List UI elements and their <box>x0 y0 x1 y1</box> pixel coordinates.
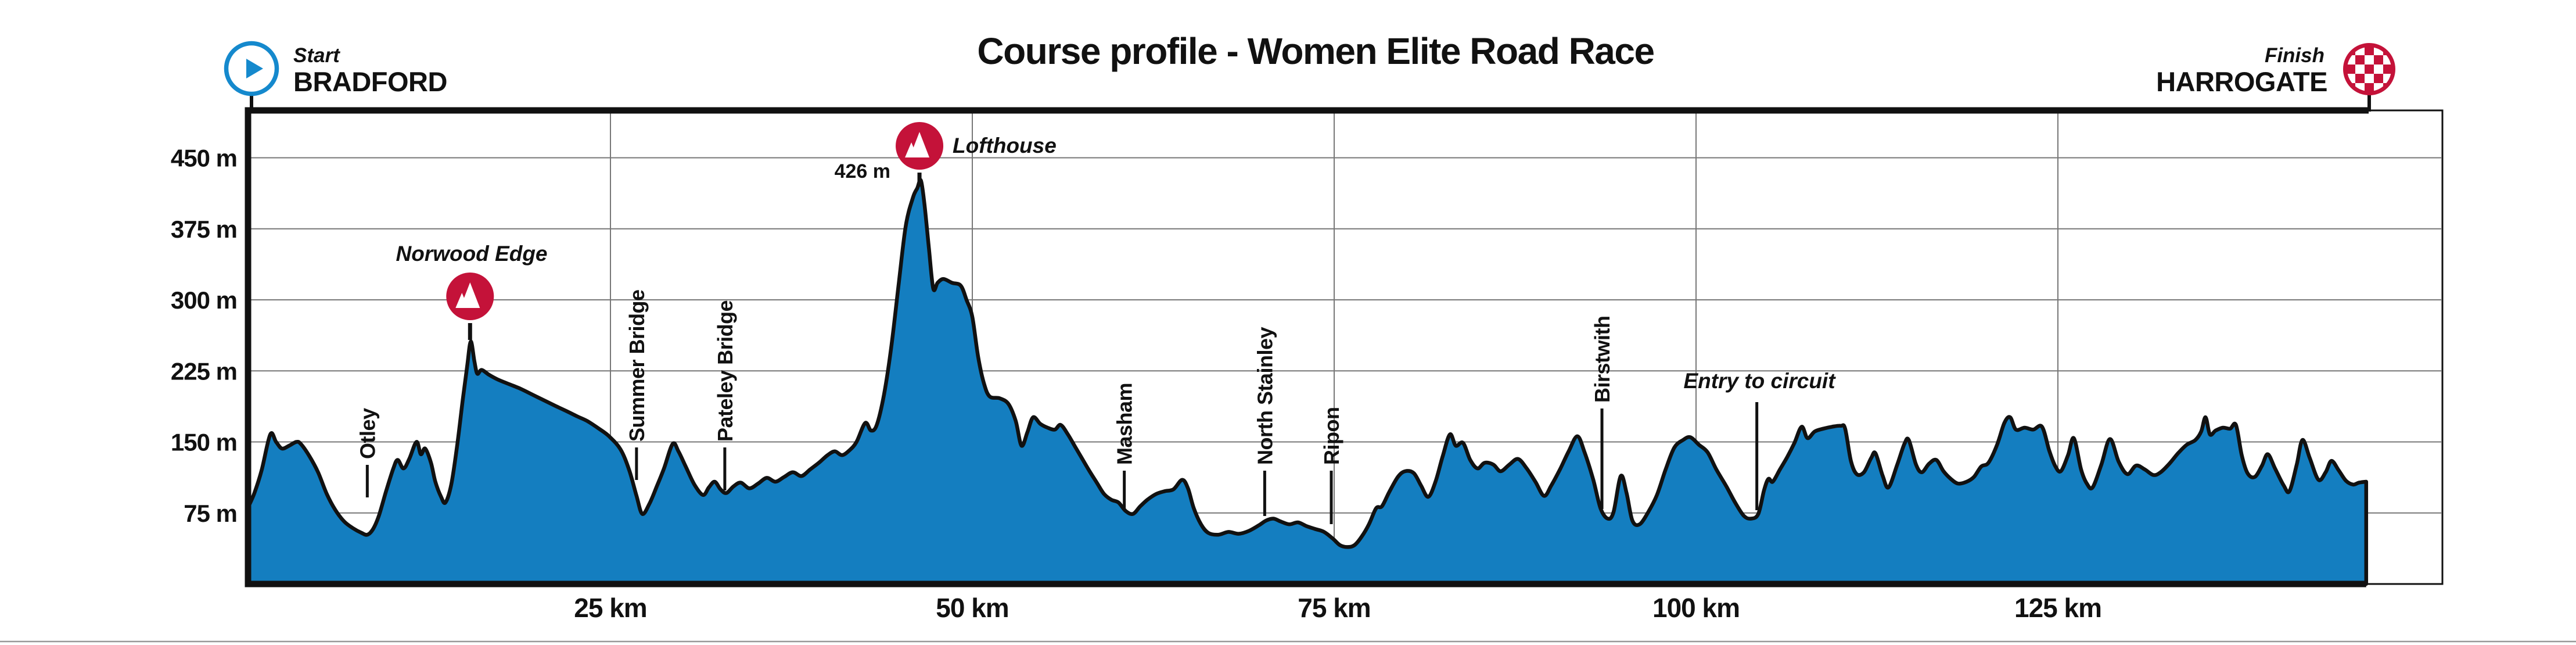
finish-label: Finish <box>2265 44 2324 67</box>
landmark-label-otley: Otley <box>355 408 379 459</box>
climb-label-norwood-edge: Norwood Edge <box>396 242 547 266</box>
checkered-flag-icon <box>2346 46 2392 92</box>
landmark-label-masham: Masham <box>1113 383 1137 465</box>
landmark-label-ripon: Ripon <box>1320 407 1343 465</box>
y-axis-label-375: 375 m <box>171 216 237 243</box>
y-axis-label-450: 450 m <box>171 145 237 172</box>
play-icon <box>246 59 263 78</box>
landmark-label-pateley-bridge: Pateley Bridge <box>713 300 737 442</box>
x-axis-label-125: 125 km <box>2014 593 2101 623</box>
climb-markers <box>446 122 944 340</box>
start-label: Start <box>293 44 340 67</box>
plot-borders <box>245 107 2444 587</box>
elevation-line <box>246 178 2369 586</box>
landmark-label-birstwith: Birstwith <box>1590 316 1614 403</box>
entry-to-circuit-label: Entry to circuit <box>1683 369 1836 393</box>
elevation-area <box>248 180 2366 585</box>
y-axis-label-150: 150 m <box>171 429 237 456</box>
x-axis-label-75: 75 km <box>1298 593 1370 623</box>
landmark-labels: Otley Summer Bridge Pateley Bridge Masham No… <box>355 289 1759 524</box>
start-city-label: BRADFORD <box>293 66 447 97</box>
climb-label-lofthouse: Lofthouse <box>953 134 1057 157</box>
y-axis-label-75: 75 m <box>184 500 237 527</box>
landmark-label-north-stainley: North Stainley <box>1253 327 1277 465</box>
y-axis-label-225: 225 m <box>171 357 237 385</box>
finish-city-label: HARROGATE <box>2156 66 2327 97</box>
axis-labels: 75 m 150 m 225 m 300 m 375 m 450 m 25 km 50 km 7… <box>171 145 2102 624</box>
x-axis-label-50: 50 km <box>936 593 1008 623</box>
x-axis-label-25: 25 km <box>574 593 646 623</box>
landmark-label-summer-bridge: Summer Bridge <box>625 289 649 442</box>
elevation-profile <box>246 178 2369 586</box>
y-axis-label-300: 300 m <box>171 286 237 314</box>
finish-icon <box>2343 43 2395 112</box>
lofthouse-altitude-label: 426 m <box>835 160 890 182</box>
chart-title: Course profile - Women Elite Road Race <box>977 30 1654 72</box>
x-axis-label-100: 100 km <box>1652 593 1740 623</box>
start-icon <box>224 41 279 112</box>
